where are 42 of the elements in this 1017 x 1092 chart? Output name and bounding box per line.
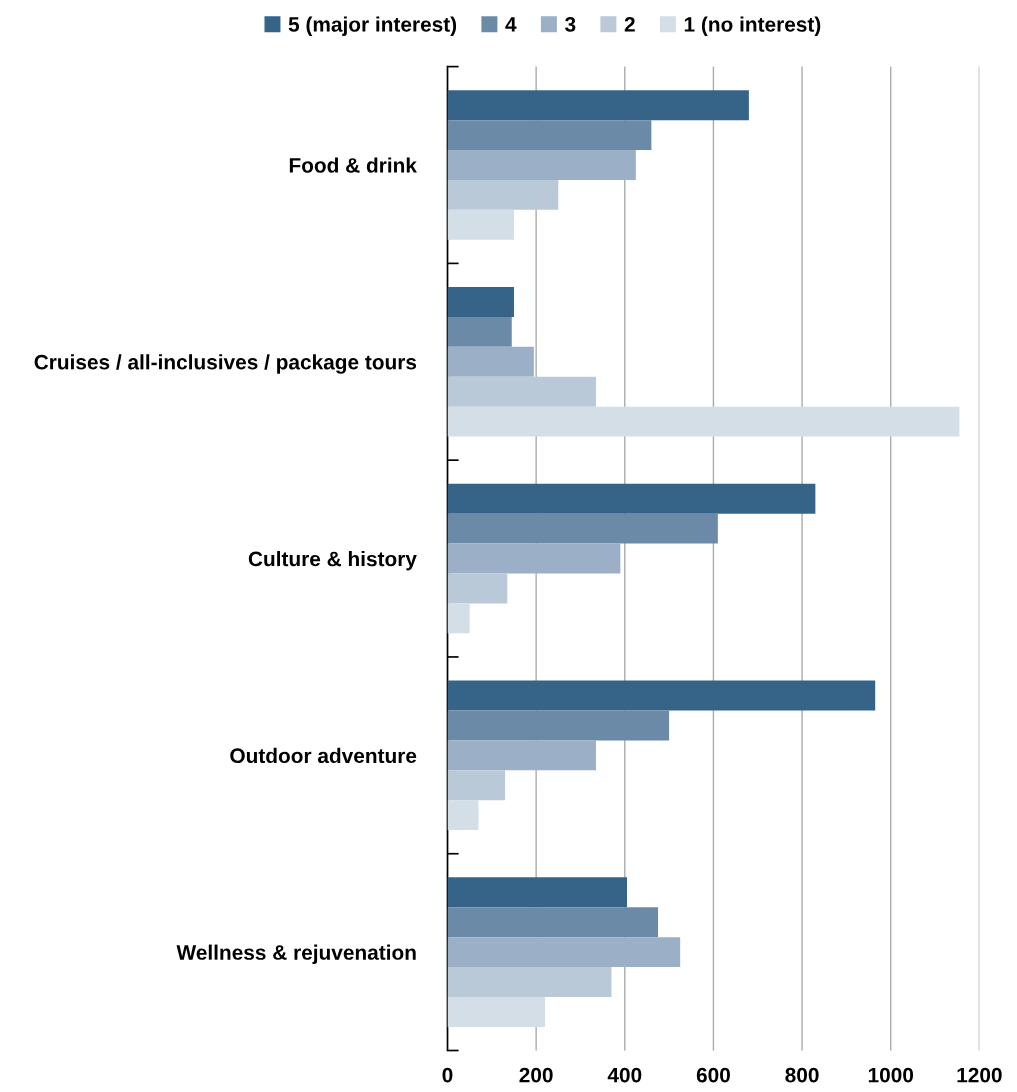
bar (447, 90, 749, 121)
x-tick-label: 200 (519, 1067, 553, 1083)
bar (447, 543, 621, 574)
bar (447, 680, 876, 711)
x-tick-label: 1200 (957, 1067, 1002, 1083)
x-tick-label: 400 (607, 1067, 642, 1083)
x-tick-label: 0 (442, 1067, 453, 1083)
x-tick-label: 800 (785, 1067, 819, 1083)
y-tick-label: Wellness & rejuvenation (176, 944, 416, 964)
bar (447, 376, 596, 407)
x-tick-label: 1000 (868, 1067, 914, 1083)
legend-label: 5 (major interest) (288, 16, 457, 36)
bar (447, 513, 718, 544)
bar (447, 120, 652, 151)
bar (447, 770, 506, 801)
bar (447, 179, 559, 210)
x-tick-label: 600 (696, 1067, 730, 1083)
y-tick-label: Outdoor adventure (230, 747, 417, 764)
bar (447, 996, 545, 1027)
bar (447, 967, 612, 997)
y-tick-label: Cruises / all-inclusives / package tours (34, 354, 417, 374)
legend-label: 2 (624, 17, 635, 32)
legend-label: 3 (565, 17, 576, 32)
y-tick-label: Culture & history (248, 551, 417, 571)
bar (447, 346, 534, 377)
bar (447, 877, 627, 908)
bar (447, 150, 636, 180)
legend-label: 1 (no interest) (684, 16, 821, 36)
y-tick-label: Food & drink (289, 157, 417, 173)
bar (447, 483, 816, 514)
bar (447, 406, 960, 437)
bar (447, 573, 508, 604)
bar (447, 710, 670, 741)
bar (447, 907, 659, 938)
bar (447, 800, 479, 831)
bar (447, 603, 470, 634)
legend-label: 4 (505, 17, 517, 32)
bar (447, 287, 514, 317)
bar (447, 209, 514, 240)
bar (447, 937, 681, 968)
bar (447, 740, 596, 771)
bar (447, 316, 512, 347)
